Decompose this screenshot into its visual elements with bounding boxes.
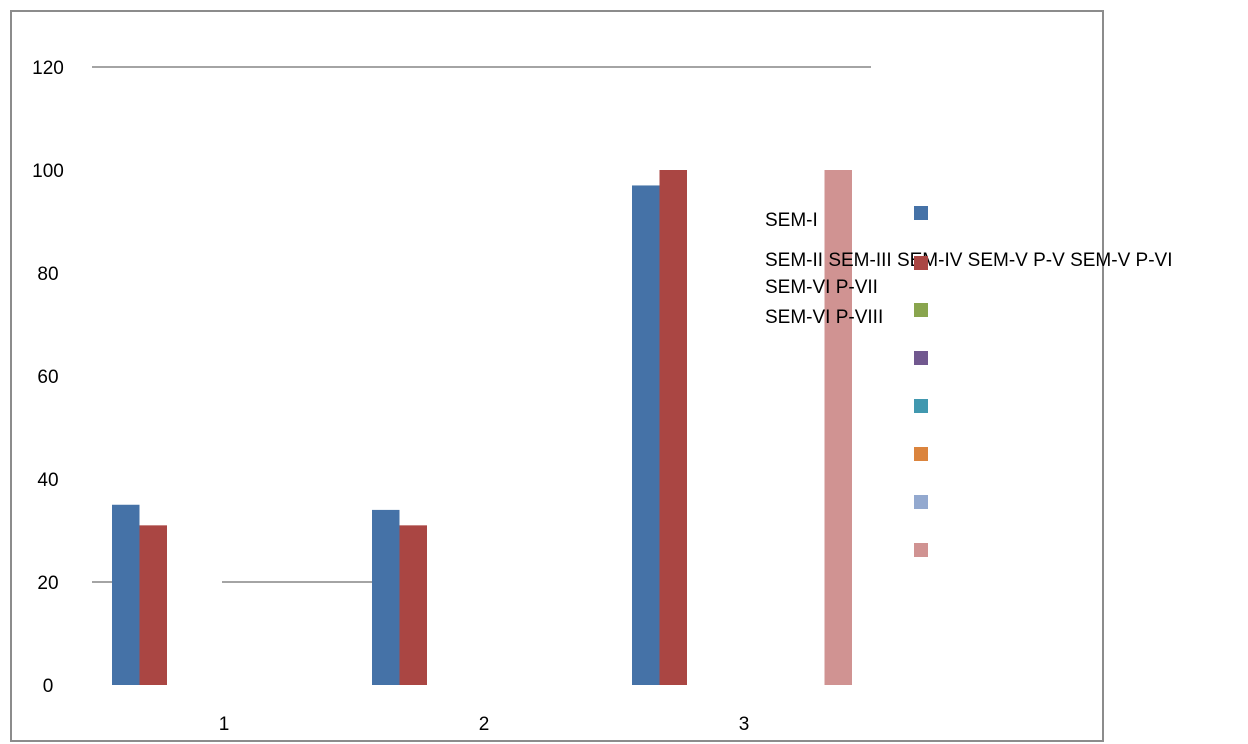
bar [139,525,167,685]
y-tick-label: 20 [37,573,58,594]
x-tick-label: 2 [479,714,490,735]
legend-label: SEM-II SEM-III SEM-IV SEM-V P-V SEM-V P-… [765,250,1173,271]
legend-swatch [914,351,928,365]
legend-swatch [914,543,928,557]
legend-swatch [914,303,928,317]
y-tick-label: 60 [37,367,58,388]
y-tick-label: 100 [32,161,64,182]
y-tick-label: 80 [37,264,58,285]
bar [372,509,400,685]
bar [112,504,140,685]
bar [659,170,687,685]
y-tick-label: 0 [43,676,54,697]
legend-swatch [914,206,928,220]
grid-lines [92,66,871,583]
y-tick-label: 40 [37,470,58,491]
legend-label: SEM-VI P-VIII [765,307,883,328]
bar [824,170,852,685]
bar [399,525,427,685]
x-axis-ticks: 1 2 3 [219,714,750,735]
legend-swatch [914,399,928,413]
legend-label: SEM-VI P-VII [765,277,878,298]
legend-label: SEM-I [765,210,818,231]
legend: SEM-I SEM-II SEM-III SEM-IV SEM-V P-V SEM… [765,206,1173,557]
x-tick-label: 1 [219,714,230,735]
y-axis-ticks: 0 20 40 60 80 100 120 [32,58,64,697]
y-tick-label: 120 [32,58,64,79]
legend-swatch [914,495,928,509]
x-tick-label: 3 [739,714,750,735]
bar [632,185,660,685]
chart-frame [10,10,1104,742]
legend-swatch [914,447,928,461]
legend-swatch [914,256,928,270]
bars [112,170,852,685]
